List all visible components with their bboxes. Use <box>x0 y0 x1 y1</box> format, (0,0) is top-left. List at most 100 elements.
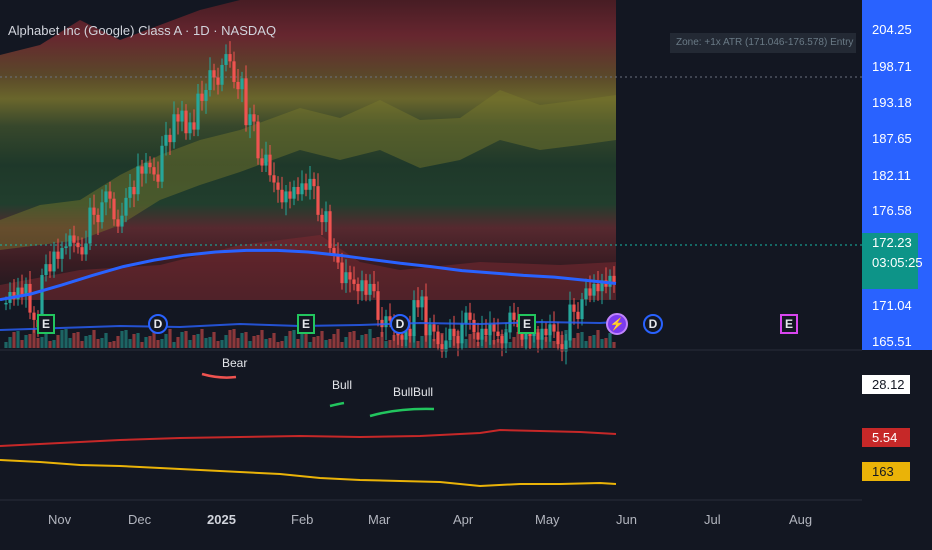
price-scale[interactable]: 204.25 198.71 193.18 187.65 182.11 176.5… <box>862 0 932 350</box>
chart-title: Alphabet Inc (Google) Class A · 1D · NAS… <box>8 23 277 38</box>
candle-body <box>172 114 176 143</box>
candle-body <box>16 287 20 300</box>
volume-bar <box>496 339 500 348</box>
candle-body <box>492 324 496 332</box>
volume-bar <box>364 334 368 348</box>
candle-body <box>180 110 184 122</box>
candle-body <box>160 145 164 182</box>
candle-body <box>560 344 564 352</box>
candle-body <box>216 77 220 85</box>
candle-body <box>136 166 140 195</box>
volume-bar <box>80 341 84 348</box>
volume-bar <box>304 333 308 348</box>
volume-bar <box>352 331 356 348</box>
volume-bar <box>212 332 216 348</box>
x-axis-label: Dec <box>128 512 152 527</box>
candle-body <box>580 299 584 320</box>
candle-body <box>24 283 28 295</box>
volume-bar <box>472 333 476 348</box>
volume-bar <box>580 332 584 348</box>
candle-body <box>544 328 548 336</box>
candle-body <box>28 283 32 313</box>
x-axis-label: 2025 <box>207 512 236 527</box>
candle-body <box>340 262 344 284</box>
volume-bar <box>468 334 472 348</box>
candle-body <box>304 183 308 190</box>
earnings-badge[interactable]: E <box>297 314 315 334</box>
candle-body <box>312 178 316 187</box>
volume-bar <box>88 335 92 348</box>
candle-body <box>32 312 36 320</box>
candle-body <box>364 280 368 295</box>
candle-body <box>152 167 156 175</box>
candle-body <box>428 324 432 336</box>
dividend-badge[interactable]: D <box>390 314 410 334</box>
volume-bar <box>48 341 52 348</box>
candle-body <box>440 344 444 352</box>
candle-body <box>148 162 152 168</box>
candle-body <box>468 312 472 320</box>
x-axis-label: Jul <box>704 512 721 527</box>
candle-body <box>296 186 300 195</box>
volume-bar <box>160 339 164 348</box>
bull-underline <box>329 401 345 408</box>
candle-body <box>400 335 404 340</box>
candle-body <box>260 158 264 166</box>
volume-bar <box>156 340 160 348</box>
candle-body <box>184 110 188 134</box>
candle-body <box>488 324 492 336</box>
volume-bar <box>204 338 208 348</box>
candle-body <box>472 319 476 333</box>
volume-bar <box>316 336 320 348</box>
volume-bar <box>112 341 116 348</box>
candle-body <box>288 191 292 199</box>
candle-body <box>108 191 112 199</box>
candle-body <box>564 340 568 352</box>
candle-body <box>64 246 68 248</box>
candle-body <box>156 174 160 182</box>
candle-body <box>552 324 556 332</box>
red-indicator-label: 5.54 <box>862 428 910 447</box>
volume-bar <box>340 342 344 348</box>
earnings-badge[interactable]: E <box>518 314 536 334</box>
candle-body <box>256 121 260 159</box>
candle-body <box>252 114 256 122</box>
candle-body <box>484 328 488 336</box>
volume-bar <box>184 331 188 348</box>
dividend-badge[interactable]: D <box>643 314 663 334</box>
volume-bar <box>40 337 44 348</box>
volume-bar <box>372 338 376 348</box>
candle-body <box>212 70 216 78</box>
candle-body <box>384 316 388 328</box>
candle-body <box>68 235 72 247</box>
volume-bar <box>124 330 128 348</box>
candle-body <box>352 279 356 284</box>
candle-body <box>320 214 324 223</box>
flash-icon[interactable]: ⚡ <box>606 313 628 335</box>
dividend-badge[interactable]: D <box>148 314 168 334</box>
upcoming-earnings-badge[interactable]: E <box>780 314 798 334</box>
volume-bar <box>356 340 360 348</box>
volume-bar <box>312 337 316 348</box>
volume-bar <box>420 336 424 348</box>
volume-bar <box>96 339 100 348</box>
candle-body <box>76 242 80 248</box>
candle-body <box>368 283 372 295</box>
volume-bar <box>120 331 124 348</box>
candle-body <box>52 251 56 272</box>
bullbull-underline <box>369 407 435 418</box>
current-price-label: 172.23 03:05:25 <box>862 233 923 289</box>
earnings-badge[interactable]: E <box>37 314 55 334</box>
candle-body <box>84 243 88 255</box>
volume-bar <box>8 337 12 348</box>
volume-bar <box>512 337 516 348</box>
candle-body <box>264 154 268 166</box>
volume-bar <box>544 337 548 348</box>
pattern-label-bull: Bull <box>332 378 353 392</box>
price-chart[interactable] <box>0 0 862 550</box>
volume-bar <box>228 330 232 348</box>
candle-body <box>20 287 24 295</box>
candle-body <box>480 328 484 340</box>
volume-bar <box>32 329 36 348</box>
x-axis-label: Aug <box>789 512 813 527</box>
